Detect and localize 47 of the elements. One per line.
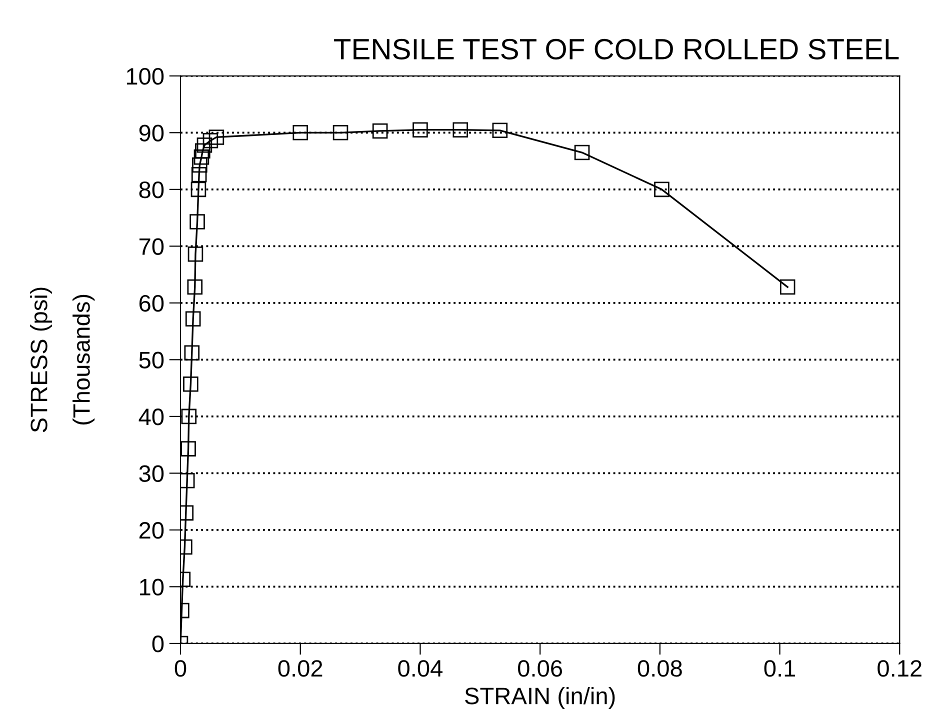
point xyxy=(185,311,201,326)
chart-title: TENSILE TEST OF COLD ROLLED STEEL xyxy=(334,38,899,60)
y-tick-label: 0 xyxy=(152,636,164,652)
point xyxy=(332,125,348,140)
point xyxy=(190,214,205,230)
point xyxy=(574,144,590,160)
point xyxy=(208,130,224,145)
point xyxy=(180,472,195,488)
x-tick-label: 0.08 xyxy=(638,660,682,677)
point xyxy=(192,157,208,173)
point xyxy=(188,246,204,262)
point xyxy=(492,122,508,138)
point xyxy=(202,132,218,148)
x-tick-label: 0 xyxy=(174,660,186,677)
point xyxy=(196,138,212,153)
y-tick-label: 80 xyxy=(139,181,164,198)
point xyxy=(654,182,670,198)
point xyxy=(412,122,428,138)
y-tick-label: 50 xyxy=(139,352,164,368)
y-tick-label: 10 xyxy=(140,578,164,596)
point xyxy=(194,149,210,165)
x-tick-label: 0.04 xyxy=(398,660,443,677)
y-tick-label: 60 xyxy=(139,295,164,312)
y-tick-label: 30 xyxy=(139,465,164,482)
point xyxy=(187,279,203,295)
point xyxy=(180,441,196,456)
x-tick-label: 0.1 xyxy=(764,660,796,677)
y-tick-label: 100 xyxy=(126,68,164,85)
y-tick-label: 90 xyxy=(139,124,164,142)
point xyxy=(183,376,198,392)
point xyxy=(181,408,197,424)
y-tick-label: 40 xyxy=(138,408,164,426)
point xyxy=(292,125,308,140)
x-tick-label: 0.12 xyxy=(878,660,922,677)
point xyxy=(372,123,388,139)
y-tick-label: 70 xyxy=(139,238,164,255)
y-tick-label: 20 xyxy=(139,522,164,539)
point xyxy=(184,345,200,361)
point xyxy=(780,279,796,295)
point xyxy=(195,143,210,158)
point xyxy=(452,122,468,138)
x-axis-title: STRAIN (in/in) xyxy=(465,687,615,710)
point xyxy=(190,182,206,198)
x-tick-label: 0.02 xyxy=(278,660,322,677)
point xyxy=(191,167,207,182)
y-axis-title: STRESS (psi) (Thousands) xyxy=(30,288,95,432)
x-tick-label: 0.06 xyxy=(518,660,562,677)
